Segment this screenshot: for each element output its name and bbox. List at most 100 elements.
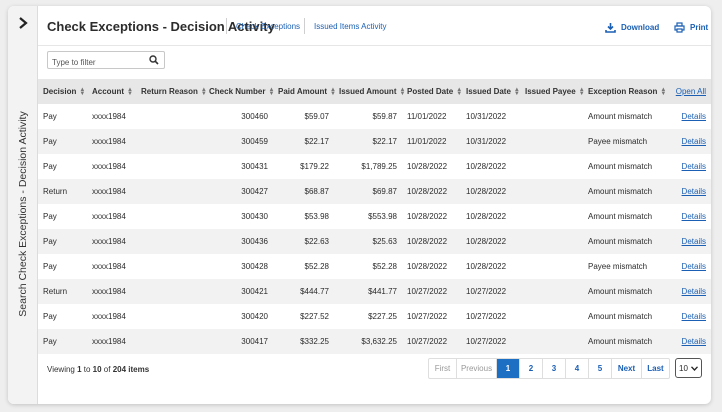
- column-header-account[interactable]: Account ▲ ▼: [92, 86, 133, 97]
- table-cell: 300460: [241, 112, 268, 121]
- table-cell: [136, 254, 204, 279]
- page-button-2[interactable]: 2: [520, 359, 543, 378]
- filter-box: [47, 51, 165, 71]
- main-panel: Check Exceptions - Decision Activity Che…: [38, 6, 711, 404]
- search-icon[interactable]: [149, 55, 159, 65]
- table-cell: [520, 254, 583, 279]
- table-cell: Pay: [43, 337, 57, 346]
- table-cell: Pay: [43, 212, 57, 221]
- next-page-button[interactable]: Next: [612, 359, 642, 378]
- table-cell: 10/27/2022: [466, 337, 507, 346]
- page-button-1[interactable]: 1: [497, 359, 520, 378]
- collapsed-sidebar[interactable]: Search Check Exceptions - Decision Activ…: [8, 6, 38, 404]
- details-link[interactable]: Details: [681, 187, 706, 196]
- check-exceptions-link[interactable]: Check Exceptions: [236, 22, 301, 31]
- table-row: Pay xxxx1984 300420 $227.52 $227.25 10/27/202…: [38, 304, 711, 329]
- column-header-decision[interactable]: Decision ▲ ▼: [43, 86, 86, 97]
- first-page-button[interactable]: First: [429, 359, 457, 378]
- details-link[interactable]: Details: [681, 112, 706, 121]
- table-row: Pay xxxx1984 300460 $59.07 $59.87 11/01/2022 1…: [38, 104, 711, 129]
- page-button-3[interactable]: 3: [543, 359, 566, 378]
- page-size-select[interactable]: 10: [675, 358, 702, 378]
- page-button-4[interactable]: 4: [566, 359, 589, 378]
- column-header-paid-amount[interactable]: Paid Amount ▲ ▼: [278, 86, 336, 97]
- previous-page-button[interactable]: Previous: [457, 359, 497, 378]
- table-cell: Amount mismatch: [588, 287, 653, 296]
- table-cell: 10/27/2022: [466, 312, 507, 321]
- details-link[interactable]: Details: [681, 162, 706, 171]
- header-divider: [304, 18, 305, 34]
- download-label: Download: [621, 23, 660, 32]
- table-cell: $22.17: [372, 137, 397, 146]
- table-cell: $1,789.25: [361, 162, 397, 171]
- column-header-return-reason[interactable]: Return Reason ▲ ▼: [141, 86, 207, 97]
- table-cell: 10/28/2022: [466, 262, 507, 271]
- chevron-right-icon[interactable]: [16, 16, 30, 30]
- table-cell: xxxx1984: [92, 162, 126, 171]
- table-cell: 300430: [241, 212, 268, 221]
- column-header-posted-date[interactable]: Posted Date ▲ ▼: [407, 86, 463, 97]
- table-cell: 11/01/2022: [407, 112, 447, 121]
- table-cell: [136, 154, 204, 179]
- table-row: Return xxxx1984 300421 $444.77 $441.77 10/27/…: [38, 279, 711, 304]
- table-cell: [136, 229, 204, 254]
- details-link[interactable]: Details: [681, 287, 706, 296]
- table-cell: 10/28/2022: [407, 212, 448, 221]
- table-cell: Pay: [43, 137, 57, 146]
- table-cell: 300417: [241, 337, 268, 346]
- table-row: Pay xxxx1984 300417 $332.25 $3,632.25 10/27/2…: [38, 329, 711, 354]
- table-cell: $22.17: [304, 137, 329, 146]
- table-cell: $227.25: [368, 312, 397, 321]
- details-link[interactable]: Details: [681, 212, 706, 221]
- table-cell: $179.22: [300, 162, 329, 171]
- table-row: Pay xxxx1984 300431 $179.22 $1,789.25 10/28/2…: [38, 154, 711, 179]
- sort-icon: ▲ ▼: [200, 86, 207, 97]
- table-cell: xxxx1984: [92, 287, 126, 296]
- table-cell: $332.25: [300, 337, 329, 346]
- table-cell: Amount mismatch: [588, 337, 653, 346]
- last-page-button[interactable]: Last: [647, 364, 664, 373]
- column-header-issued-payee[interactable]: Issued Payee ▲ ▼: [525, 86, 585, 97]
- sort-icon: ▲ ▼: [268, 86, 275, 97]
- column-header-exception-reason[interactable]: Exception Reason ▲ ▼: [588, 86, 667, 97]
- open-all-link[interactable]: Open All: [675, 87, 706, 96]
- column-header-issued-date[interactable]: Issued Date ▲ ▼: [466, 86, 520, 97]
- table-cell: [136, 129, 204, 154]
- table-cell: 10/28/2022: [466, 237, 507, 246]
- table-cell: [136, 329, 204, 354]
- details-link[interactable]: Details: [681, 137, 706, 146]
- print-label: Print: [690, 23, 709, 32]
- details-link[interactable]: Details: [681, 312, 706, 321]
- sort-icon: ▲ ▼: [399, 86, 406, 97]
- details-link[interactable]: Details: [681, 237, 706, 246]
- column-header-check-number[interactable]: Check Number ▲ ▼: [209, 86, 275, 97]
- table-cell: Pay: [43, 112, 57, 121]
- sort-icon: ▲ ▼: [127, 86, 133, 97]
- sidebar-label: Search Check Exceptions - Decision Activ…: [17, 111, 29, 317]
- filter-input[interactable]: [48, 54, 144, 71]
- column-header-issued-amount[interactable]: Issued Amount ▲ ▼: [339, 86, 406, 97]
- table-row: Pay xxxx1984 300436 $22.63 $25.63 10/28/2022 1…: [38, 229, 711, 254]
- issued-items-activity-link[interactable]: Issued Items Activity: [314, 22, 387, 31]
- table-cell: xxxx1984: [92, 212, 126, 221]
- table-cell: $553.98: [368, 212, 397, 221]
- table-header-row: Decision ▲ ▼ Account ▲ ▼ Return Reason ▲ ▼ Che…: [38, 79, 711, 104]
- table-cell: [136, 179, 204, 204]
- table-cell: [520, 179, 583, 204]
- details-link[interactable]: Details: [681, 337, 706, 346]
- table-cell: xxxx1984: [92, 112, 126, 121]
- download-button[interactable]: Download: [605, 22, 659, 33]
- table-cell: Return: [43, 287, 68, 296]
- page-header: Check Exceptions - Decision Activity Che…: [38, 6, 711, 46]
- table-cell: [136, 279, 204, 304]
- table-cell: 10/28/2022: [407, 162, 448, 171]
- table-cell: [520, 104, 583, 129]
- sort-icon: ▲ ▼: [79, 86, 86, 97]
- print-button[interactable]: Print: [674, 22, 708, 33]
- details-link[interactable]: Details: [681, 262, 706, 271]
- table-cell: 10/31/2022: [466, 112, 507, 121]
- table-cell: Amount mismatch: [588, 162, 653, 171]
- table-cell: xxxx1984: [92, 137, 126, 146]
- table-cell: $59.87: [372, 112, 397, 121]
- page-button-5[interactable]: 5: [589, 359, 612, 378]
